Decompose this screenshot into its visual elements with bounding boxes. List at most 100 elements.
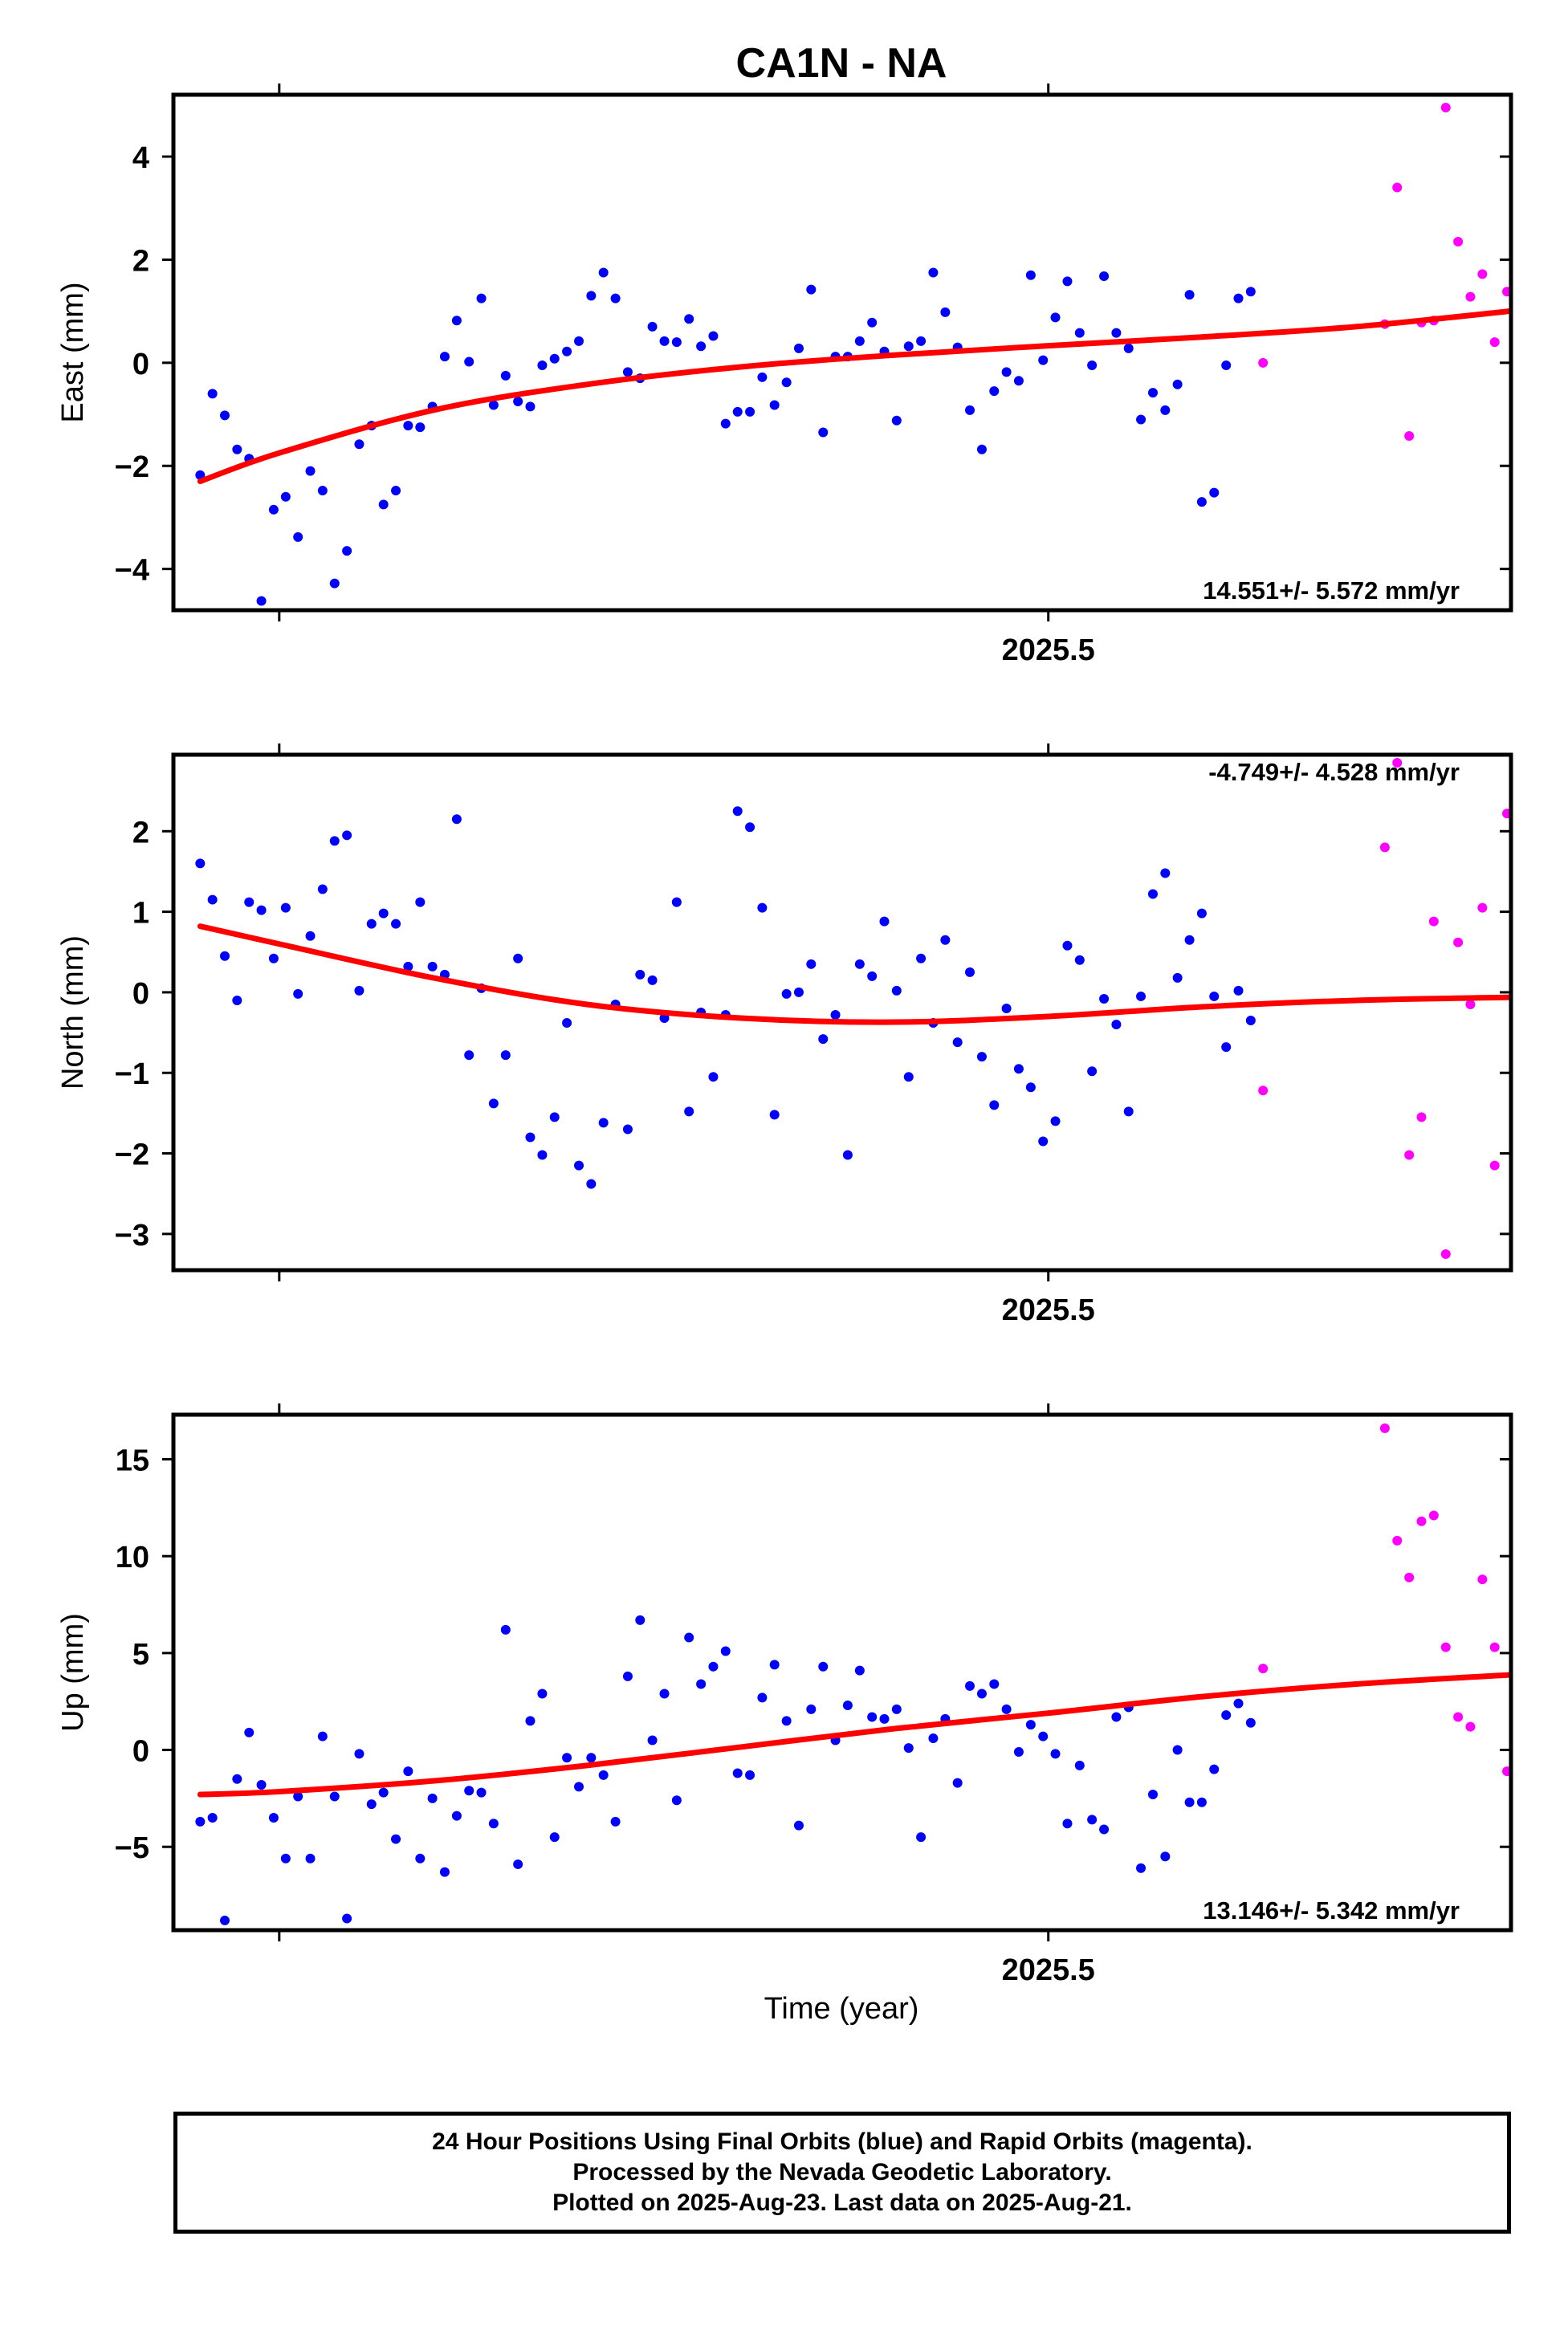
north-data-point: [1502, 809, 1511, 819]
east-data-point: [415, 422, 426, 433]
up-data-point: [195, 1816, 206, 1827]
north-ytick-label: 0: [132, 977, 149, 1011]
up-data-point: [1416, 1516, 1427, 1526]
east-data-point: [793, 343, 804, 353]
up-data-point: [1502, 1766, 1511, 1777]
up-data-point: [451, 1811, 462, 1821]
east-data-point: [1001, 367, 1012, 377]
north-data-point: [415, 897, 426, 907]
up-data-point: [757, 1693, 768, 1703]
east-data-point: [989, 386, 1000, 397]
north-data-point: [317, 884, 328, 894]
north-data-point: [818, 1034, 829, 1045]
up-data-point: [903, 1743, 914, 1754]
east-data-point: [1099, 271, 1110, 281]
up-data-point: [1050, 1749, 1061, 1759]
north-data-point: [244, 897, 255, 907]
up-data-point: [1160, 1851, 1171, 1862]
up-data-point: [1111, 1712, 1122, 1722]
east-data-point: [1074, 328, 1085, 338]
up-data-point: [329, 1791, 340, 1802]
east-data-point: [525, 401, 536, 412]
north-data-point: [1465, 999, 1476, 1009]
caption-line-2: Processed by the Nevada Geodetic Laborat…: [572, 2159, 1112, 2185]
east-data-point: [684, 314, 694, 324]
up-data-point: [500, 1624, 511, 1635]
north-data-point: [952, 1037, 963, 1048]
north-series-rapid: [1258, 758, 1511, 1259]
north-data-point: [464, 1050, 474, 1061]
north-data-point: [891, 985, 902, 996]
north-data-point: [1147, 889, 1158, 899]
north-data-point: [586, 1179, 597, 1189]
chart-title: CA1N - NA: [736, 40, 947, 87]
up-ytick-label: 10: [116, 1541, 149, 1574]
east-data-point: [976, 444, 987, 454]
up-data-point: [806, 1704, 817, 1714]
up-data-point: [1379, 1423, 1390, 1433]
east-data-point: [781, 377, 792, 388]
up-data-point: [1074, 1760, 1085, 1770]
north-data-point: [732, 806, 743, 817]
north-plot-area: [195, 758, 1511, 1259]
east-data-point: [1172, 379, 1183, 389]
up-panel: −5 0 5 10 15 2025.5 Up (mm) 13.146+/- 5.342 mm/…: [56, 1403, 1513, 1987]
north-data-point: [622, 1124, 633, 1134]
north-data-point: [647, 975, 658, 985]
east-data-point: [488, 400, 499, 410]
north-data-point: [1099, 993, 1110, 1004]
up-series-rapid: [1258, 1423, 1511, 1777]
east-data-point: [232, 444, 242, 454]
north-data-point: [769, 1110, 780, 1120]
east-data-point: [818, 427, 829, 438]
east-data-point: [757, 372, 768, 382]
up-ytick-label: 15: [116, 1444, 149, 1478]
north-data-point: [1245, 1016, 1256, 1026]
up-data-point: [1440, 1642, 1451, 1652]
east-data-point: [464, 356, 474, 367]
up-y-axis-label: Up (mm): [56, 1613, 90, 1732]
up-data-point: [256, 1779, 267, 1790]
up-data-point: [403, 1766, 413, 1777]
east-data-point: [219, 410, 230, 421]
up-data-point: [647, 1735, 658, 1745]
north-data-point: [1111, 1020, 1122, 1030]
east-data-point: [940, 307, 951, 317]
north-series-final: [195, 806, 1256, 1189]
east-data-point: [1196, 497, 1207, 507]
east-data-point: [1062, 276, 1073, 287]
up-data-point: [1013, 1746, 1024, 1757]
up-data-point: [696, 1679, 707, 1689]
north-data-point: [427, 961, 438, 972]
north-data-point: [867, 971, 878, 981]
north-data-point: [940, 935, 951, 945]
north-data-point: [1477, 902, 1488, 913]
up-data-point: [1001, 1704, 1012, 1714]
east-data-point: [903, 341, 914, 352]
north-data-point: [842, 1150, 853, 1160]
north-data-point: [1123, 1106, 1134, 1117]
up-data-point: [781, 1716, 792, 1726]
up-data-point: [293, 1791, 303, 1802]
north-data-point: [1062, 940, 1073, 951]
up-fit-line: [197, 1672, 1511, 1798]
up-data-point: [562, 1753, 572, 1763]
north-panel: −3 −2 −1 0 1 2 2025.5 North (mm) -4.749+/- 4.528…: [56, 743, 1513, 1327]
up-data-point: [1258, 1664, 1269, 1674]
east-ytick-label: −2: [115, 450, 149, 484]
north-data-point: [598, 1118, 609, 1128]
north-data-point: [916, 953, 927, 963]
up-data-point: [842, 1701, 853, 1711]
north-data-point: [671, 897, 682, 907]
east-xtick-label: 2025.5: [1002, 633, 1095, 667]
up-data-point: [952, 1778, 963, 1788]
east-ytick-label: −4: [115, 554, 149, 588]
up-data-point: [1172, 1745, 1183, 1755]
up-data-point: [1184, 1797, 1195, 1807]
up-data-point: [1025, 1720, 1036, 1730]
north-data-point: [903, 1072, 914, 1082]
east-data-point: [745, 406, 755, 417]
east-data-point: [207, 389, 218, 399]
north-data-point: [232, 995, 242, 1005]
north-rate-label: -4.749+/- 4.528 mm/yr: [1208, 758, 1460, 786]
